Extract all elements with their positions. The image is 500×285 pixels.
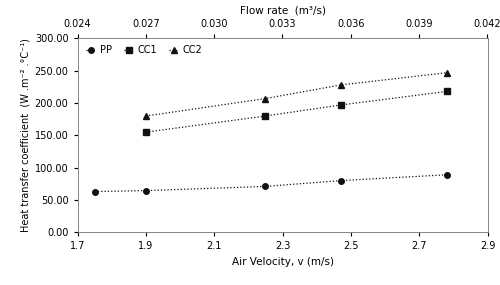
PP	[143, 189, 149, 192]
PP	[444, 173, 450, 176]
Line: PP: PP	[92, 172, 450, 194]
CC2	[262, 97, 268, 100]
PP	[338, 179, 344, 182]
Line: CC2: CC2	[143, 70, 450, 119]
X-axis label: Air Velocity, v (m/s): Air Velocity, v (m/s)	[232, 257, 334, 267]
CC2	[338, 83, 344, 87]
X-axis label: Flow rate  (m³/s): Flow rate (m³/s)	[240, 6, 326, 16]
CC2	[444, 71, 450, 74]
CC1	[262, 114, 268, 118]
Y-axis label: Heat transfer coefficient  (W .m⁻² .°C⁻¹): Heat transfer coefficient (W .m⁻² .°C⁻¹)	[20, 38, 30, 232]
Legend: PP, CC1, CC2: PP, CC1, CC2	[86, 45, 202, 55]
CC2	[143, 114, 149, 118]
PP	[262, 185, 268, 188]
Line: CC1: CC1	[143, 89, 450, 135]
PP	[92, 190, 98, 193]
CC1	[444, 90, 450, 93]
CC1	[143, 131, 149, 134]
CC1	[338, 103, 344, 107]
